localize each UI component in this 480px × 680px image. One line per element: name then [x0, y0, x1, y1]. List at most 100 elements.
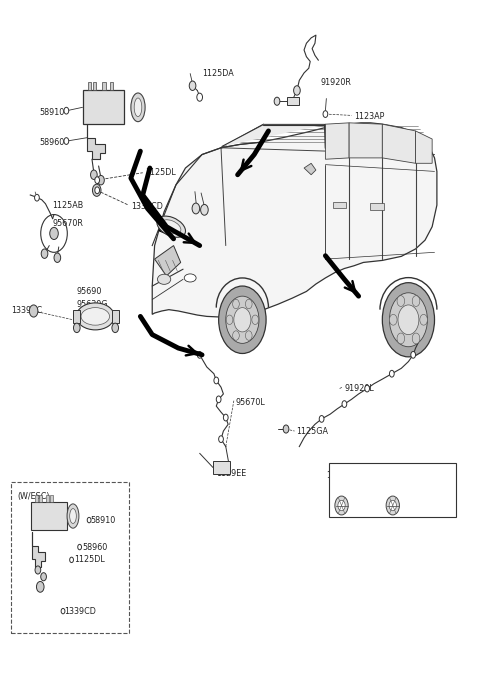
Circle shape [397, 296, 405, 307]
Ellipse shape [161, 220, 181, 234]
Text: 1129EE: 1129EE [216, 469, 247, 478]
Bar [50, 495, 53, 502]
Bar [371, 203, 384, 210]
Circle shape [41, 249, 48, 258]
Circle shape [389, 293, 427, 347]
Circle shape [214, 377, 219, 384]
Circle shape [70, 557, 73, 562]
Text: 1339CC: 1339CC [336, 495, 368, 505]
Circle shape [245, 299, 252, 309]
Bar [333, 202, 346, 209]
Text: 91920L: 91920L [344, 384, 374, 393]
Circle shape [283, 425, 289, 433]
Bar [93, 82, 96, 90]
Circle shape [36, 581, 44, 592]
Circle shape [338, 500, 345, 511]
Circle shape [189, 81, 196, 90]
Circle shape [64, 137, 69, 144]
Polygon shape [222, 125, 324, 146]
Bar [88, 82, 92, 90]
Circle shape [226, 315, 233, 324]
Circle shape [219, 436, 223, 443]
Circle shape [319, 415, 324, 422]
Text: 95630G: 95630G [76, 300, 108, 309]
Bar [112, 309, 119, 323]
Bar [73, 309, 80, 323]
Ellipse shape [76, 303, 114, 330]
Ellipse shape [81, 307, 109, 325]
Bar [31, 502, 67, 530]
Text: 58960: 58960 [82, 543, 107, 551]
Bar [102, 82, 106, 90]
Text: 1339CD: 1339CD [131, 202, 163, 211]
Circle shape [73, 323, 80, 333]
Circle shape [226, 296, 259, 343]
Circle shape [420, 314, 427, 325]
Circle shape [29, 305, 38, 317]
Polygon shape [155, 245, 180, 276]
Circle shape [216, 396, 221, 403]
Circle shape [35, 194, 39, 201]
Polygon shape [416, 131, 432, 163]
Polygon shape [304, 163, 316, 175]
Text: 58910: 58910 [91, 515, 116, 524]
Ellipse shape [70, 509, 76, 524]
Text: 1125DL: 1125DL [74, 556, 105, 564]
Circle shape [233, 330, 240, 340]
Circle shape [64, 107, 69, 114]
Circle shape [365, 385, 370, 392]
Text: 95670L: 95670L [235, 398, 265, 407]
Circle shape [97, 175, 104, 185]
Circle shape [93, 184, 101, 197]
Ellipse shape [157, 274, 171, 284]
Circle shape [342, 401, 347, 407]
Bar [39, 495, 42, 502]
Circle shape [78, 545, 82, 549]
Polygon shape [32, 532, 46, 567]
Circle shape [223, 414, 228, 421]
Ellipse shape [131, 93, 145, 122]
Text: 1125GA: 1125GA [296, 426, 328, 436]
Text: 1339BC: 1339BC [12, 307, 42, 316]
Circle shape [323, 111, 328, 118]
Circle shape [294, 86, 300, 95]
Text: 1125AB: 1125AB [53, 201, 84, 209]
Circle shape [219, 286, 266, 354]
Circle shape [397, 333, 405, 344]
Bar [213, 462, 229, 473]
Text: 1339CC: 1339CC [326, 471, 357, 480]
Circle shape [197, 352, 202, 358]
Circle shape [91, 170, 97, 180]
Text: 1125DA: 1125DA [202, 69, 234, 78]
Text: 95670R: 95670R [53, 219, 84, 228]
Circle shape [398, 305, 419, 335]
Text: 1339CD: 1339CD [64, 607, 96, 616]
Text: 1339GA: 1339GA [378, 471, 408, 480]
Text: 1125DL: 1125DL [145, 168, 176, 177]
Circle shape [95, 177, 99, 184]
Bar [109, 82, 113, 90]
Polygon shape [349, 123, 383, 158]
Polygon shape [325, 123, 349, 159]
Circle shape [389, 500, 396, 511]
Ellipse shape [157, 216, 185, 237]
Polygon shape [152, 123, 437, 317]
Circle shape [192, 203, 200, 214]
Polygon shape [87, 124, 105, 159]
Circle shape [245, 330, 252, 340]
Polygon shape [383, 124, 416, 163]
Circle shape [112, 323, 119, 333]
Circle shape [412, 296, 420, 307]
Circle shape [383, 283, 434, 357]
Circle shape [61, 609, 65, 614]
Circle shape [201, 205, 208, 216]
Circle shape [386, 496, 399, 515]
Text: 58960: 58960 [39, 138, 64, 147]
FancyBboxPatch shape [12, 481, 129, 633]
Circle shape [50, 227, 58, 239]
Text: 1339GA: 1339GA [392, 495, 424, 505]
Text: 95690: 95690 [76, 287, 102, 296]
Bar [288, 97, 300, 105]
Ellipse shape [184, 274, 196, 282]
Circle shape [197, 93, 203, 101]
